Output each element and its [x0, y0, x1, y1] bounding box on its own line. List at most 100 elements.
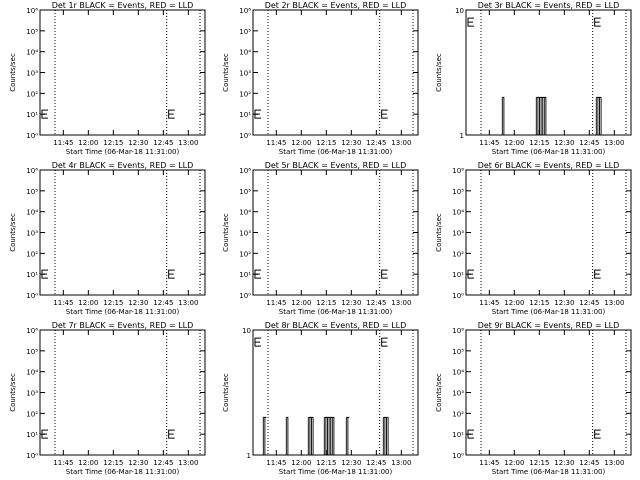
y-tick-label: 10⁴ [26, 209, 38, 217]
data-bracket-mark [254, 337, 261, 347]
data-bracket-mark [168, 269, 175, 279]
x-tick-label: 12:45 [579, 299, 599, 307]
panel-title: Det 6r BLACK = Events, RED = LLD [478, 161, 620, 170]
x-tick-label: 12:15 [316, 459, 336, 467]
panel-title: Det 7r BLACK = Events, RED = LLD [52, 321, 194, 330]
x-tick-label: 12:15 [103, 459, 123, 467]
panel-title: Det 4r BLACK = Events, RED = LLD [52, 161, 194, 170]
x-axis-label: Start Time (06-Mar-18 11:31:00) [279, 308, 393, 316]
y-tick-label: 10⁶ [26, 167, 38, 175]
x-tick-label: 12:15 [316, 299, 336, 307]
x-tick-label: 12:00 [291, 139, 311, 147]
y-tick-label: 10 [455, 7, 464, 15]
events-burst [285, 416, 289, 455]
y-tick-label: 10⁰ [26, 132, 38, 140]
x-tick-label: 13:00 [391, 299, 411, 307]
x-tick-label: 12:30 [554, 299, 574, 307]
y-tick-label: 10³ [239, 230, 251, 238]
y-tick-label: 10² [26, 410, 38, 418]
panel-det-2: Det 2r BLACK = Events, RED = LLD 10⁰ 10¹ 10… [222, 1, 419, 156]
panel-title: Det 8r BLACK = Events, RED = LLD [265, 321, 407, 330]
x-tick-label: 12:15 [529, 299, 549, 307]
y-tick-label: 10⁵ [239, 188, 251, 196]
panel-det-3: Det 3r BLACK = Events, RED = LLD 1 10 11:45… [435, 1, 632, 156]
y-tick-label: 10⁵ [452, 188, 464, 196]
x-tick-label: 12:30 [341, 299, 361, 307]
y-tick-label: 10⁰ [452, 452, 464, 460]
panel-title: Det 5r BLACK = Events, RED = LLD [265, 161, 407, 170]
data-bracket-mark [467, 429, 474, 439]
y-tick-label: 10³ [239, 70, 251, 78]
y-tick-label: 10⁴ [452, 369, 464, 377]
x-tick-label: 12:00 [78, 299, 98, 307]
x-tick-label: 12:00 [291, 459, 311, 467]
data-bracket-mark [41, 109, 48, 119]
data-bracket-mark [467, 17, 474, 27]
y-axis-label: Counts/sec [222, 373, 230, 412]
y-tick-label: 10⁴ [239, 49, 251, 57]
y-tick-label: 1 [247, 452, 251, 460]
y-axis-label: Counts/sec [222, 213, 230, 252]
y-tick-label: 10³ [452, 390, 464, 398]
plot-frame [465, 329, 632, 456]
events-burst [323, 416, 335, 455]
plot-frame [252, 169, 419, 296]
x-tick-label: 11:45 [266, 299, 286, 307]
y-tick-label: 10¹ [26, 271, 38, 279]
x-axis-label: Start Time (06-Mar-18 11:31:00) [492, 148, 606, 156]
x-tick-label: 12:45 [366, 459, 386, 467]
y-tick-label: 10⁰ [452, 292, 464, 300]
y-tick-label: 10⁴ [26, 369, 38, 377]
y-tick-label: 10³ [452, 230, 464, 238]
y-tick-label: 10⁶ [26, 327, 38, 335]
y-tick-label: 10² [239, 90, 251, 98]
data-bracket-mark [594, 269, 601, 279]
x-tick-label: 13:00 [391, 139, 411, 147]
data-bracket-mark [254, 269, 261, 279]
y-tick-label: 10⁰ [239, 132, 251, 140]
x-tick-label: 12:30 [554, 459, 574, 467]
data-bracket-mark [168, 109, 175, 119]
panel-title: Det 1r BLACK = Events, RED = LLD [52, 1, 194, 10]
x-tick-label: 13:00 [604, 299, 624, 307]
data-bracket-mark [41, 429, 48, 439]
y-tick-label: 10⁵ [26, 188, 38, 196]
x-tick-label: 11:45 [53, 459, 73, 467]
y-tick-label: 10⁰ [239, 292, 251, 300]
plot-frame [465, 9, 632, 136]
x-tick-label: 12:15 [316, 139, 336, 147]
x-tick-label: 12:45 [366, 299, 386, 307]
y-tick-label: 10² [26, 90, 38, 98]
x-tick-label: 11:45 [53, 139, 73, 147]
y-tick-label: 10¹ [452, 431, 464, 439]
data-bracket-mark [594, 429, 601, 439]
panel-title: Det 9r BLACK = Events, RED = LLD [478, 321, 620, 330]
data-bracket-mark [594, 17, 601, 27]
panel-det-6: Det 6r BLACK = Events, RED = LLD 10⁰ 10¹ 10… [435, 161, 632, 316]
y-axis-label: Counts/sec [435, 213, 443, 252]
panel-det-5: Det 5r BLACK = Events, RED = LLD 10⁰ 10¹ 10… [222, 161, 419, 316]
x-tick-label: 12:45 [579, 459, 599, 467]
events-burst [501, 96, 505, 135]
data-bracket-mark [381, 337, 388, 347]
x-tick-label: 11:45 [266, 139, 286, 147]
events-burst [595, 96, 602, 135]
y-tick-label: 10³ [26, 70, 38, 78]
x-axis-label: Start Time (06-Mar-18 11:31:00) [279, 148, 393, 156]
y-tick-label: 10⁴ [452, 209, 464, 217]
x-tick-label: 13:00 [391, 459, 411, 467]
panel-det-1: Det 1r BLACK = Events, RED = LLD 10⁰ 10¹ 10… [9, 1, 206, 156]
y-tick-label: 10⁵ [452, 348, 464, 356]
events-burst [345, 416, 350, 455]
x-tick-label: 12:15 [529, 139, 549, 147]
x-tick-label: 13:00 [178, 299, 198, 307]
x-tick-label: 12:45 [366, 139, 386, 147]
data-bracket-mark [41, 269, 48, 279]
x-tick-label: 12:30 [341, 459, 361, 467]
y-tick-label: 10¹ [452, 271, 464, 279]
panel-det-7: Det 7r BLACK = Events, RED = LLD 10⁰ 10¹ 10… [9, 321, 206, 476]
x-axis-label: Start Time (06-Mar-18 11:31:00) [492, 468, 606, 476]
data-bracket-mark [168, 429, 175, 439]
x-axis-label: Start Time (06-Mar-18 11:31:00) [279, 468, 393, 476]
x-tick-label: 12:30 [128, 299, 148, 307]
